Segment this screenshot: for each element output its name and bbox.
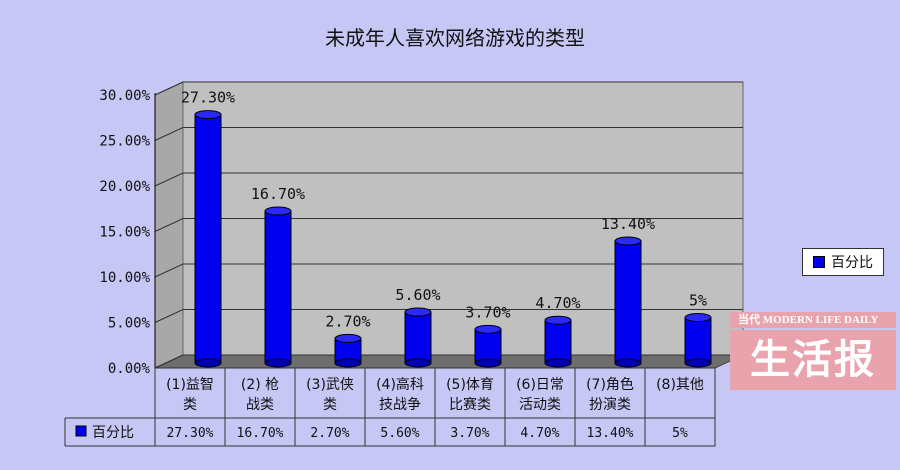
data-label: 27.30% — [181, 89, 235, 107]
data-label: 2.70% — [325, 312, 370, 330]
bar — [474, 328, 502, 364]
data-table-value: 13.40% — [587, 426, 634, 441]
category-label: 类 — [183, 397, 197, 413]
bar-top — [474, 324, 502, 334]
bar-top — [614, 236, 642, 246]
bar — [544, 319, 572, 364]
watermark-masthead: 当代 MODERN LIFE DAILY — [730, 312, 896, 328]
newspaper-watermark: 当代 MODERN LIFE DAILY 生活报 — [730, 312, 896, 392]
category-label: (1)益智 — [166, 377, 214, 393]
legend-swatch — [813, 256, 825, 268]
bar-base — [264, 358, 292, 368]
bar-top — [544, 315, 572, 325]
y-tick-label: 20.00% — [99, 179, 150, 195]
bar — [684, 317, 712, 364]
category-label: (3)武侠 — [306, 377, 354, 393]
plot-floor — [154, 354, 744, 369]
bar-top — [264, 206, 292, 216]
bar-top — [404, 307, 432, 317]
data-table-value: 5% — [672, 426, 688, 441]
table-legend-swatch — [75, 425, 87, 437]
bar — [404, 311, 432, 364]
data-label: 5% — [689, 292, 707, 310]
category-label: (6)日常 — [516, 377, 564, 393]
data-label: 4.70% — [535, 294, 580, 312]
data-table-value: 2.70% — [310, 426, 349, 441]
bar-base — [334, 358, 362, 368]
y-tick-label: 10.00% — [99, 270, 150, 286]
category-label: (2) 枪 — [241, 376, 279, 393]
data-table-value: 16.70% — [237, 426, 284, 441]
gridline — [154, 309, 743, 323]
category-label: 类 — [323, 397, 337, 413]
category-label: (8)其他 — [656, 377, 704, 393]
watermark-logo: 生活报 — [730, 330, 896, 390]
gridline — [154, 218, 743, 232]
legend-label: 百分比 — [831, 255, 873, 271]
data-table-value: 5.60% — [380, 426, 419, 441]
data-label: 3.70% — [465, 303, 510, 321]
bar — [264, 210, 292, 364]
bar-top — [684, 313, 712, 322]
bar-top — [334, 333, 362, 343]
data-table-value: 4.70% — [520, 426, 559, 441]
category-label: 活动类 — [519, 397, 561, 413]
gridline — [154, 172, 743, 187]
y-tick-label: 5.00% — [108, 316, 151, 332]
bar-base — [404, 358, 432, 368]
data-table-value: 27.30% — [167, 426, 214, 441]
category-label: (7)角色 — [586, 376, 634, 393]
category-label: 技战争 — [379, 397, 421, 413]
chart-title: 未成年人喜欢网络游戏的类型 — [325, 26, 585, 50]
bar-base — [614, 358, 642, 368]
y-tick-label: 0.00% — [108, 361, 151, 377]
bar-base — [544, 358, 572, 368]
plot-area: 0.00% 5.00% 10.00% 15.00% 20.00% 25.00% 30.00%… — [64, 81, 744, 447]
category-label: 比赛类 — [449, 397, 491, 413]
data-table-value: 3.70% — [450, 426, 489, 441]
bar-base — [474, 358, 502, 368]
data-label: 5.60% — [395, 286, 440, 304]
bar — [614, 240, 642, 364]
bar — [194, 114, 222, 364]
data-label: 16.70% — [251, 185, 305, 203]
bar-base — [194, 358, 222, 368]
category-label: 扮演类 — [589, 397, 631, 413]
category-label: (5)体育 — [446, 377, 494, 393]
bar-top — [194, 110, 222, 120]
legend: 百分比 — [802, 248, 884, 276]
gridline — [154, 81, 743, 96]
y-tick-label: 25.00% — [99, 134, 150, 150]
category-label: 战类 — [246, 397, 274, 413]
bar-base — [684, 358, 712, 368]
gridline — [154, 263, 743, 278]
gridline — [154, 127, 743, 141]
table-legend-label: 百分比 — [92, 425, 134, 441]
category-label: (4)高科 — [376, 376, 424, 393]
data-label: 13.40% — [601, 215, 655, 233]
y-tick-label: 15.00% — [99, 225, 150, 241]
y-tick-label: 30.00% — [99, 88, 150, 104]
